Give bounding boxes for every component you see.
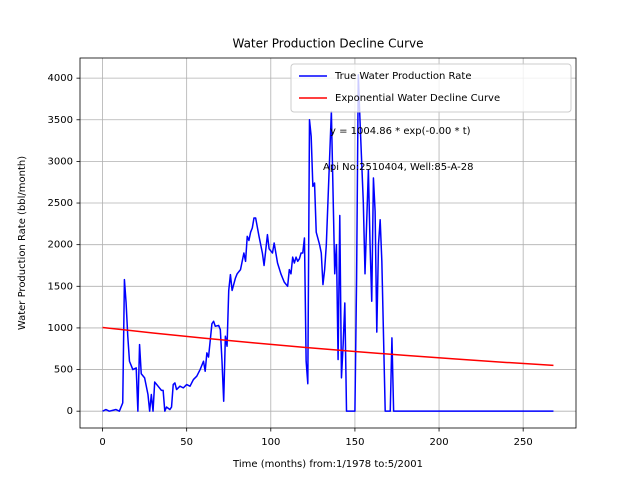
series-line xyxy=(102,326,554,367)
y-tick-label: 1500 xyxy=(48,281,73,292)
x-tick-label: 0 xyxy=(99,437,105,448)
x-tick-label: 200 xyxy=(429,437,448,448)
y-tick-label: 4000 xyxy=(48,73,73,84)
y-tick-label: 1000 xyxy=(48,323,73,334)
legend-box xyxy=(290,63,572,113)
series-line xyxy=(102,74,554,412)
x-tick-label: 50 xyxy=(180,437,193,448)
x-tick-label: 100 xyxy=(261,437,280,448)
y-axis-label: Water Production Rate (bbl/month) xyxy=(17,156,28,330)
annotation: Api No:2510404, Well:85-A-28 xyxy=(323,162,473,173)
y-tick-label: 3500 xyxy=(48,115,73,126)
x-tick-label: 250 xyxy=(514,437,533,448)
legend-label: True Water Production Rate xyxy=(334,71,471,82)
y-tick-label: 3000 xyxy=(48,156,73,167)
annotation: y = 1004.86 * exp(-0.00 * t) xyxy=(330,126,471,137)
plot-frame xyxy=(79,57,577,429)
legend-label: Exponential Water Decline Curve xyxy=(335,93,500,104)
x-tick-label: 150 xyxy=(345,437,364,448)
x-axis-label: Time (months) from:1/1978 to:5/2001 xyxy=(232,459,423,470)
y-tick-label: 2500 xyxy=(48,198,73,209)
y-tick-label: 2000 xyxy=(48,240,73,251)
chart-title: Water Production Decline Curve xyxy=(232,37,423,51)
y-tick-label: 0 xyxy=(67,406,73,417)
y-tick-label: 500 xyxy=(54,365,73,376)
